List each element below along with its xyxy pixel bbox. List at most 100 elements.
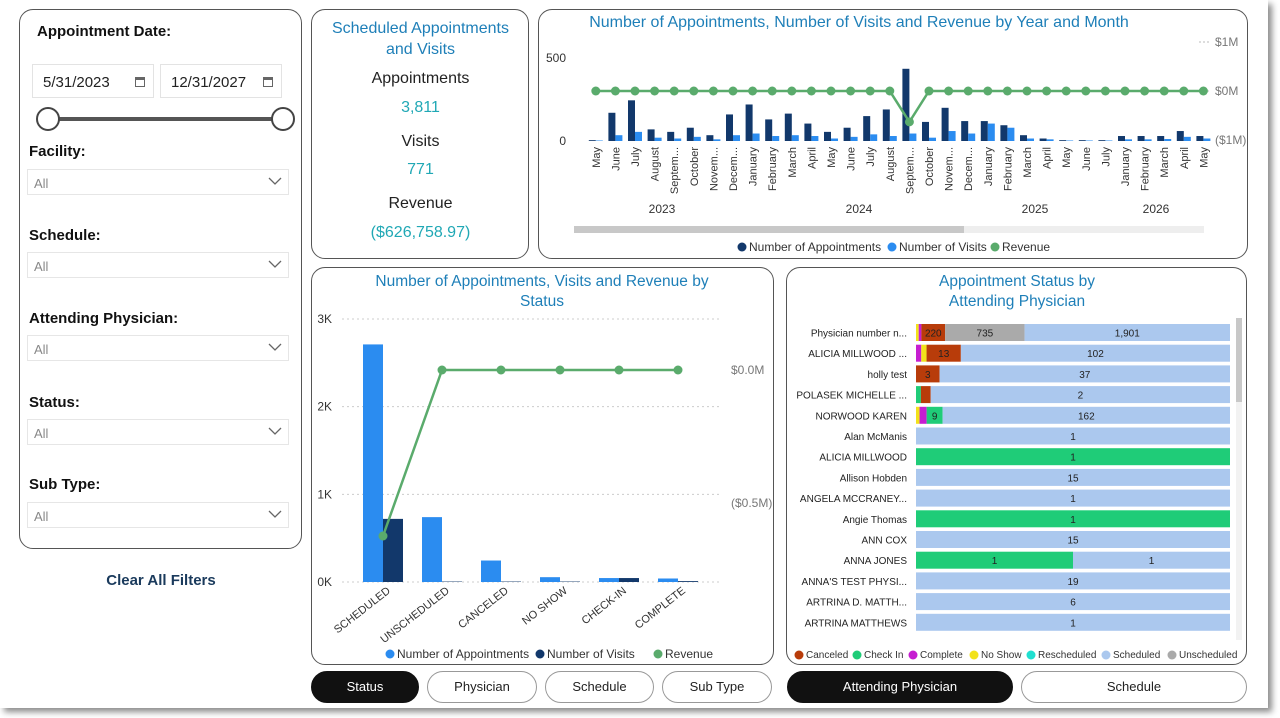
revenue-point [591, 86, 601, 96]
revenue-point [1159, 86, 1169, 96]
attending-physician-dropdown[interactable]: All [27, 335, 289, 361]
physician-name: ANNA'S TEST PHYSI... [802, 577, 907, 588]
chevron-down-icon [268, 343, 282, 351]
appointments-bar [608, 112, 616, 141]
kpi-card: Scheduled Appointments and Visits Appoin… [311, 9, 529, 259]
tab-sub-type[interactable]: Sub Type [662, 671, 772, 703]
scheduled-segment [916, 593, 1230, 611]
schedule-dropdown[interactable]: All [27, 252, 289, 278]
noshow-segment [916, 406, 920, 424]
date-start-input[interactable]: 5/31/2023 [32, 64, 154, 98]
canceled-segment [916, 365, 940, 383]
appointment-date-label: Appointment Date: [37, 23, 172, 40]
y2-tick-label: $1M [1215, 35, 1238, 49]
legend-marker [535, 649, 545, 659]
y2-tick-label: ($1M) [1215, 133, 1246, 147]
revenue-point [650, 86, 660, 96]
visits-bar [889, 136, 897, 141]
revenue-point [904, 117, 914, 127]
segment-label: 1 [1070, 494, 1076, 505]
tab-attending-physician[interactable]: Attending Physician [787, 671, 1013, 703]
visits-bar [870, 134, 878, 141]
legend-label: Canceled [806, 650, 848, 661]
month-tick-label: May [826, 147, 838, 168]
tab-schedule[interactable]: Schedule [545, 671, 654, 703]
revenue-point [924, 86, 934, 96]
physician-chart-panel: Appointment Status by Attending Physicia… [786, 267, 1247, 665]
physician-chart-title: Appointment Status by Attending Physicia… [939, 273, 1095, 310]
scheduled-segment [916, 531, 1230, 548]
tab-status[interactable]: Status [311, 671, 419, 703]
visits-bar [733, 135, 740, 141]
sub-type-dropdown[interactable]: All [27, 502, 289, 528]
month-tick-label: July [630, 147, 642, 167]
appointments-bar [1098, 140, 1106, 141]
month-tick-label: January [748, 147, 760, 187]
visits-bar [811, 136, 819, 141]
vertical-scrollbar-track[interactable] [1236, 318, 1242, 640]
horizontal-scrollbar-thumb[interactable] [574, 226, 964, 233]
date-slider-track[interactable] [48, 117, 283, 121]
visits-bar [752, 133, 760, 141]
year-label: 2023 [649, 202, 676, 216]
physician-name: Allison Hobden [840, 473, 907, 484]
revenue-point [630, 86, 640, 96]
legend-marker [908, 650, 918, 660]
revenue-point [787, 86, 797, 96]
noshow-segment [916, 324, 919, 341]
revenue-line [381, 368, 678, 537]
visits-value: 771 [407, 161, 434, 178]
appointments-bar [540, 577, 560, 582]
checkin-segment [926, 406, 943, 424]
visits-bar [948, 131, 956, 141]
revenue-point [378, 531, 388, 541]
scheduled-segment [916, 572, 1230, 590]
revenue-point [963, 86, 973, 96]
appointments-bar [363, 344, 383, 582]
tab-schedule-right[interactable]: Schedule [1021, 671, 1247, 703]
revenue-point [1100, 86, 1110, 96]
month-tick-label: February [767, 147, 779, 192]
appointments-bar [961, 121, 969, 141]
visits-bar [615, 135, 623, 141]
date-slider-start-handle[interactable] [36, 107, 60, 131]
revenue-point [865, 86, 875, 96]
chevron-down-icon [268, 510, 282, 518]
month-tick-label: March [1159, 147, 1171, 178]
calendar-icon[interactable] [263, 77, 273, 87]
date-end-input[interactable]: 12/31/2027 [160, 64, 282, 98]
visits-bar [791, 135, 799, 141]
y-tick-label: 0 [559, 134, 566, 148]
revenue-point [767, 86, 777, 96]
month-tick-label: May [1061, 147, 1073, 168]
visits-bar [1203, 138, 1211, 141]
status-value: All [34, 426, 49, 441]
clear-all-filters-button[interactable]: Clear All Filters [106, 572, 216, 589]
appointments-bar [1078, 140, 1086, 141]
revenue-point [728, 86, 738, 96]
facility-dropdown[interactable]: All [27, 169, 289, 195]
calendar-icon[interactable] [135, 77, 145, 87]
appointments-bar [1000, 125, 1008, 141]
status-tick-label: COMPLETE [633, 585, 688, 632]
legend-label: Revenue [665, 647, 713, 661]
status-dropdown[interactable]: All [27, 419, 289, 445]
legend-marker [969, 650, 979, 660]
vertical-scrollbar-thumb[interactable] [1236, 318, 1242, 402]
chevron-down-icon [268, 427, 282, 435]
tab-physician[interactable]: Physician [427, 671, 537, 703]
visits-bar [678, 581, 698, 582]
physician-name: ANGELA MCCRANEY... [800, 494, 907, 505]
physician-name: ARTRINA MATTHEWS [805, 618, 908, 629]
month-tick-label: October [689, 147, 701, 186]
month-tick-label: June [610, 147, 622, 171]
revenue-point [944, 86, 954, 96]
month-tick-label: August [650, 147, 662, 181]
month-tick-label: May [1198, 147, 1210, 168]
status-tick-label: SCHEDULED [332, 585, 393, 636]
date-slider-end-handle[interactable] [271, 107, 295, 131]
appointments-bar [902, 68, 910, 141]
visits-bar [1125, 139, 1132, 141]
status-chart: 3K2K1K0K$0.0M($0.5M)SCHEDULEDUNSCHEDULED… [317, 312, 772, 661]
appointments-bar [941, 107, 949, 141]
